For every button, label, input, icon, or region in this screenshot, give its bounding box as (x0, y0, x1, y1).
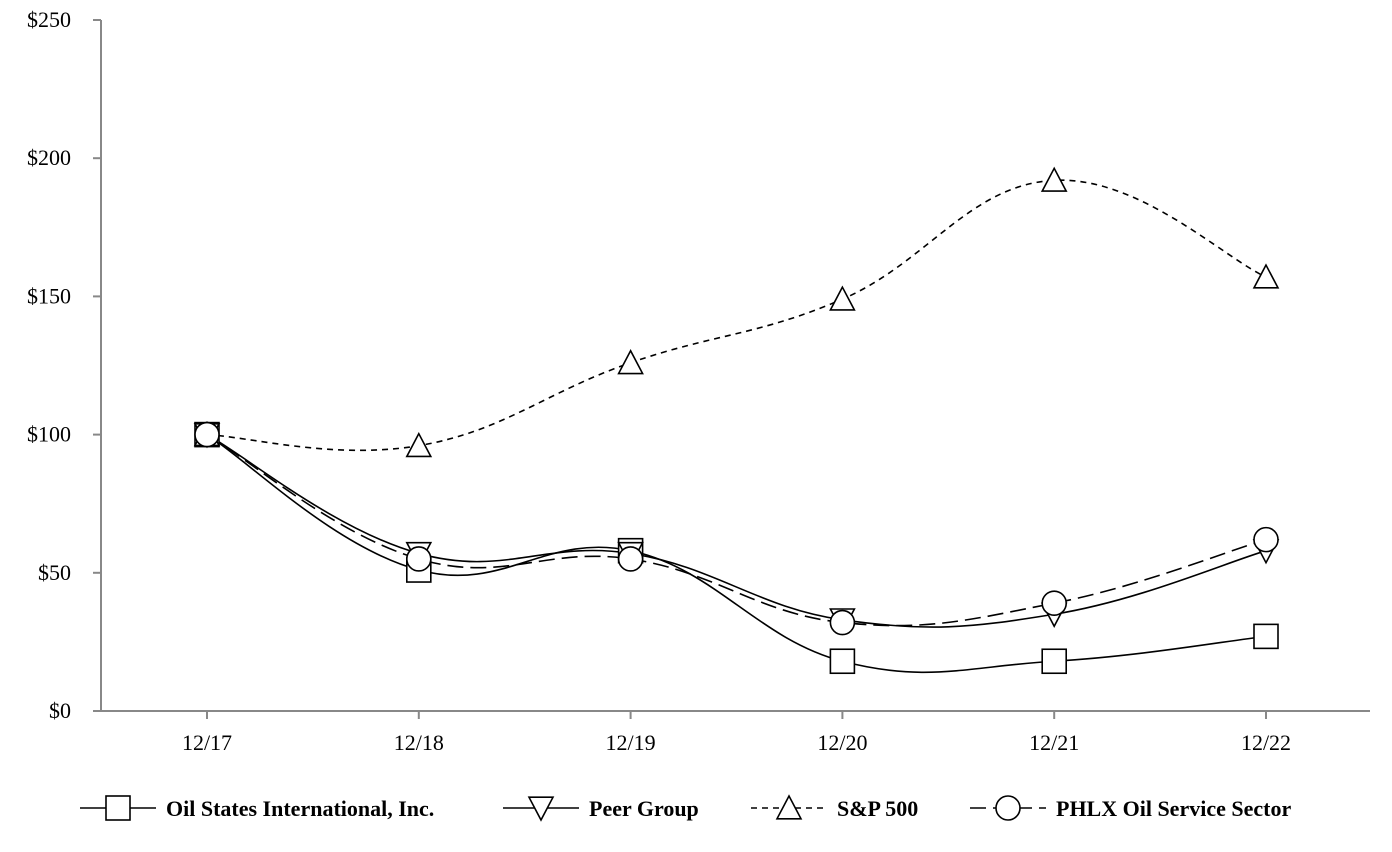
y-tick-label: $100 (27, 422, 71, 447)
y-tick-label: $50 (38, 560, 71, 585)
x-tick-label: 12/22 (1241, 730, 1291, 755)
x-tick-label: 12/21 (1029, 730, 1079, 755)
series-2-point (405, 431, 433, 458)
series-2-point (1252, 263, 1280, 289)
series-3-point (829, 609, 856, 636)
legend-label: PHLX Oil Service Sector (1056, 796, 1291, 821)
axes (93, 19, 1370, 719)
series-line-2 (206, 179, 1267, 452)
x-tick-label: 12/17 (182, 730, 232, 755)
series-line-3 (206, 433, 1267, 627)
series-2-point (617, 349, 644, 375)
legend: Oil States International, Inc. Peer Group… (80, 794, 1291, 822)
legend-marker (775, 794, 803, 820)
legend-label: S&P 500 (837, 796, 918, 821)
legend-marker (995, 795, 1021, 821)
series-line-0 (206, 433, 1267, 674)
legend-item-1: Peer Group (503, 796, 699, 822)
legend-label: Oil States International, Inc. (166, 796, 434, 821)
series-markers (193, 166, 1280, 675)
legend-item-0: Oil States International, Inc. (80, 795, 434, 821)
series-3-point (405, 546, 432, 572)
legend-marker (527, 796, 555, 822)
y-tick-label: $200 (27, 145, 71, 170)
legend-item-2: S&P 500 (751, 794, 918, 821)
series-2-point (1040, 166, 1068, 192)
y-tick-labels: $0 $50 $100 $150 $200 $250 (27, 7, 71, 723)
series-3-point (617, 546, 644, 572)
y-tick-label: $150 (27, 283, 71, 308)
series-3-point (194, 421, 220, 448)
series-0-point (1253, 623, 1279, 650)
series-2-point (829, 285, 856, 311)
x-tick-label: 12/18 (394, 730, 444, 755)
series-3-point (1041, 590, 1067, 617)
series-0-point (829, 648, 856, 675)
legend-marker (105, 795, 131, 821)
legend-label: Peer Group (589, 796, 699, 821)
series-0-point (1041, 648, 1067, 675)
series-line-1 (206, 433, 1267, 628)
y-tick-label: $250 (27, 7, 71, 32)
y-tick-label: $0 (49, 698, 71, 723)
series-3-point (1253, 526, 1279, 553)
legend-item-3: PHLX Oil Service Sector (970, 795, 1291, 821)
series-lines (206, 179, 1267, 674)
x-tick-labels: 12/17 12/18 12/19 12/20 12/21 12/22 (182, 730, 1291, 755)
x-tick-label: 12/20 (817, 730, 867, 755)
x-tick-label: 12/19 (606, 730, 656, 755)
